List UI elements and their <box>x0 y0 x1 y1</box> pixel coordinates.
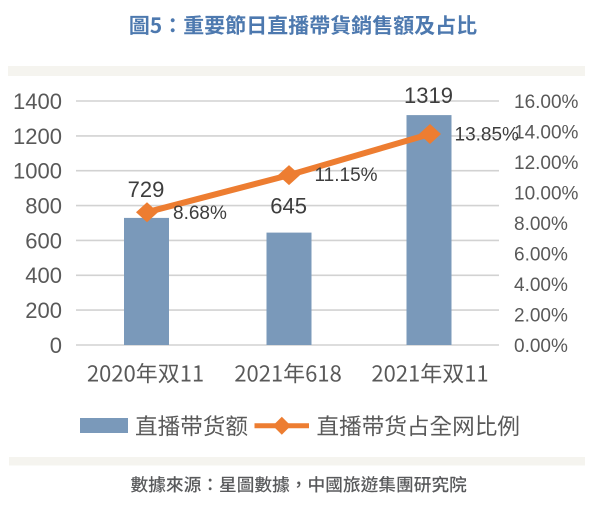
svg-text:800: 800 <box>25 194 62 219</box>
svg-text:645: 645 <box>270 194 307 219</box>
svg-text:1200: 1200 <box>13 124 62 149</box>
svg-text:4.00%: 4.00% <box>514 275 568 296</box>
svg-text:8.68%: 8.68% <box>173 203 227 224</box>
svg-text:1400: 1400 <box>13 89 62 114</box>
svg-text:12.00%: 12.00% <box>514 153 579 174</box>
svg-text:8.00%: 8.00% <box>514 214 568 235</box>
svg-text:600: 600 <box>25 228 62 253</box>
svg-text:13.85%: 13.85% <box>455 125 520 146</box>
svg-text:0: 0 <box>50 333 62 358</box>
svg-text:2.00%: 2.00% <box>514 305 568 326</box>
svg-text:14.00%: 14.00% <box>514 122 579 143</box>
svg-text:1000: 1000 <box>13 159 62 184</box>
svg-text:16.00%: 16.00% <box>514 92 579 113</box>
svg-text:11.15%: 11.15% <box>315 165 378 186</box>
svg-text:200: 200 <box>25 298 62 323</box>
svg-text:10.00%: 10.00% <box>514 183 579 204</box>
svg-text:6.00%: 6.00% <box>514 244 568 265</box>
svg-text:729: 729 <box>128 177 165 202</box>
svg-text:1319: 1319 <box>404 83 453 108</box>
svg-text:0.00%: 0.00% <box>514 336 568 357</box>
svg-text:400: 400 <box>25 263 62 288</box>
